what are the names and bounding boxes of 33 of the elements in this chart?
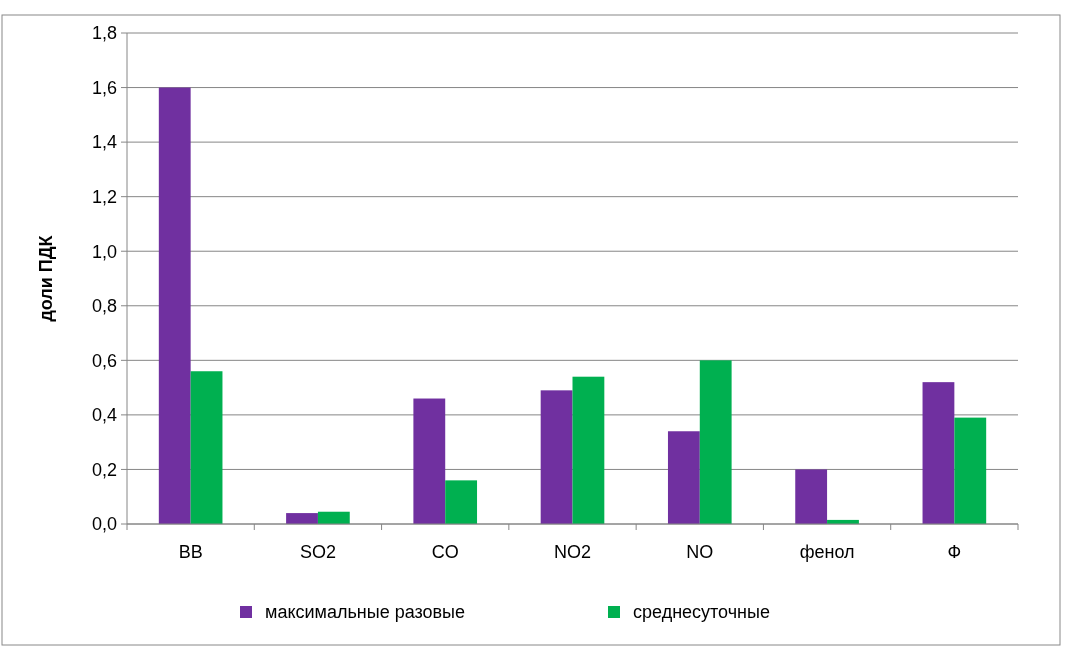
x-tick-label: SO2	[299, 542, 336, 562]
x-tick-label: NO2	[553, 542, 592, 562]
bar	[540, 390, 573, 524]
legend-label: среднесуточные	[633, 602, 771, 623]
bar	[954, 417, 987, 524]
y-tick-label: 1,0	[91, 241, 117, 262]
bar	[667, 431, 700, 524]
y-tick-label: 1,6	[91, 77, 117, 98]
bar	[317, 511, 350, 524]
x-tick-label: фенол	[799, 542, 855, 562]
y-tick-label: 0,2	[91, 459, 117, 480]
bar	[922, 382, 955, 524]
x-tick-label: ВВ	[178, 542, 203, 562]
x-tick-label: Ф	[947, 542, 962, 562]
bar	[795, 469, 828, 524]
x-tick-label: NO	[686, 542, 714, 562]
y-tick-label: 1,2	[91, 186, 117, 207]
bar	[413, 398, 446, 524]
y-axis-title: доли ПДК	[36, 234, 56, 322]
y-tick-label: 1,4	[91, 132, 117, 153]
y-tick-label: 1,8	[91, 23, 117, 44]
legend-label: максимальные разовые	[265, 602, 466, 623]
y-tick-label: 0,6	[91, 350, 117, 371]
bar	[158, 87, 191, 524]
y-tick-label: 0,4	[91, 405, 117, 426]
bar	[572, 376, 605, 524]
x-tick-label: CO	[431, 542, 459, 562]
bar	[445, 480, 478, 524]
y-tick-label: 0,8	[91, 296, 117, 317]
bar	[699, 360, 732, 524]
y-tick-label: 0,0	[91, 514, 117, 535]
bar	[190, 371, 223, 524]
bar	[286, 513, 318, 524]
